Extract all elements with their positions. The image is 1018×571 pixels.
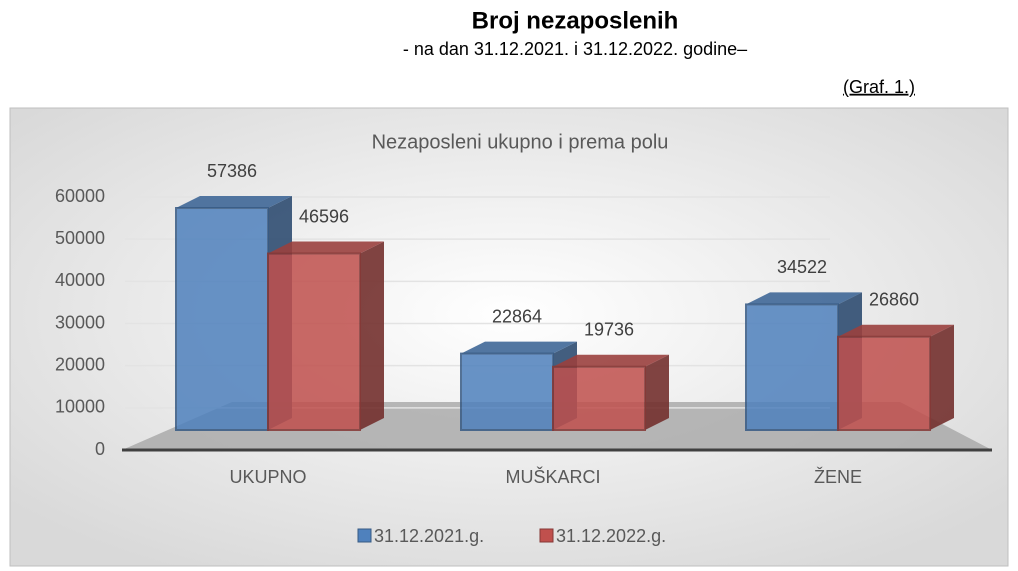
bar-side — [360, 241, 384, 430]
x-tick-label: MUŠKARCI — [505, 466, 600, 487]
page-subtitle: - na dan 31.12.2021. i 31.12.2022. godin… — [403, 39, 747, 59]
legend-swatch — [539, 528, 554, 543]
legend-label: 31.12.2021.g. — [374, 526, 484, 546]
bar — [175, 207, 269, 431]
figure-note: (Graf. 1.) — [843, 77, 915, 97]
bar-top — [553, 354, 669, 367]
legend-swatch — [357, 528, 372, 543]
bar — [267, 252, 361, 431]
value-label: 26860 — [869, 289, 919, 309]
y-tick-label: 30000 — [55, 312, 105, 332]
y-tick-label: 10000 — [55, 397, 105, 417]
value-label: 34522 — [777, 257, 827, 277]
value-label: 57386 — [207, 161, 257, 181]
value-label: 46596 — [299, 206, 349, 226]
bar-side — [645, 354, 669, 430]
x-tick-label: UKUPNO — [229, 467, 306, 487]
bar-top — [838, 324, 954, 337]
page-title: Broj nezaposlenih — [472, 7, 679, 34]
bar — [745, 303, 839, 431]
bar-top — [746, 292, 862, 305]
value-label: 22864 — [492, 306, 542, 326]
y-tick-label: 60000 — [55, 186, 105, 206]
y-tick-label: 50000 — [55, 228, 105, 248]
y-tick-label: 0 — [95, 439, 105, 459]
y-tick-label: 40000 — [55, 270, 105, 290]
y-tick-label: 20000 — [55, 354, 105, 374]
bar — [460, 352, 554, 431]
chart-title: Nezaposleni ukupno i prema polu — [372, 131, 669, 153]
bar-side — [930, 324, 954, 430]
bar-top — [461, 341, 577, 354]
x-tick-label: ŽENE — [814, 467, 862, 487]
legend-label: 31.12.2022.g. — [556, 526, 666, 546]
bar — [552, 365, 646, 432]
bar-top — [268, 241, 384, 254]
bar — [837, 335, 931, 431]
value-label: 19736 — [584, 320, 634, 340]
bar-top — [176, 196, 292, 209]
